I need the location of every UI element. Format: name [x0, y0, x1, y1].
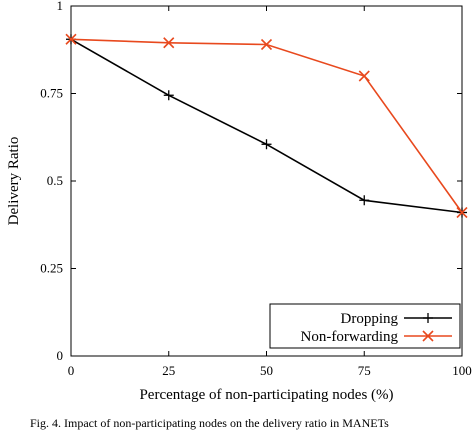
- x-tick-label: 25: [162, 363, 175, 378]
- legend: Dropping Non-forwarding: [269, 303, 461, 349]
- data-point: [163, 37, 175, 49]
- x-tick-label: 100: [452, 363, 472, 378]
- legend-box: [269, 303, 461, 349]
- series-dropping: [66, 34, 467, 218]
- y-tick-label: 0.75: [40, 86, 63, 101]
- y-tick-label: 0.25: [40, 261, 63, 276]
- y-axis-title: Delivery Ratio: [6, 137, 22, 226]
- legend-label: Non-forwarding: [301, 329, 399, 345]
- series-line: [70, 38, 463, 213]
- axis-ticks: 0 25 50 75 100 0 0.25 0.5 0.75 1: [40, 0, 472, 378]
- series-non-forwarding: [65, 33, 468, 219]
- delivery-ratio-chart: 0 25 50 75 100 0 0.25 0.5 0.75 1 Dropping Non-forw…: [6, 0, 472, 403]
- x-tick-label: 0: [68, 363, 75, 378]
- figure-caption: Fig. 4. Impact of non-participating node…: [30, 416, 389, 430]
- x-tick-label: 75: [358, 363, 371, 378]
- data-point: [358, 70, 370, 82]
- data-point: [163, 90, 174, 101]
- data-point: [65, 33, 77, 45]
- series-layer: [65, 33, 468, 219]
- x-tick-label: 50: [260, 363, 273, 378]
- legend-item: Dropping: [341, 311, 452, 327]
- data-point: [260, 38, 273, 51]
- x-axis-title: Percentage of non-participating nodes (%…: [139, 387, 393, 403]
- data-point: [261, 139, 272, 150]
- legend-label: Dropping: [341, 311, 399, 327]
- y-tick-label: 0: [57, 348, 64, 363]
- data-point: [456, 206, 468, 219]
- legend-item: Non-forwarding: [301, 329, 452, 345]
- y-tick-label: 0.5: [47, 173, 63, 188]
- y-tick-label: 1: [57, 0, 64, 13]
- series-line: [70, 38, 463, 214]
- data-point: [359, 195, 370, 206]
